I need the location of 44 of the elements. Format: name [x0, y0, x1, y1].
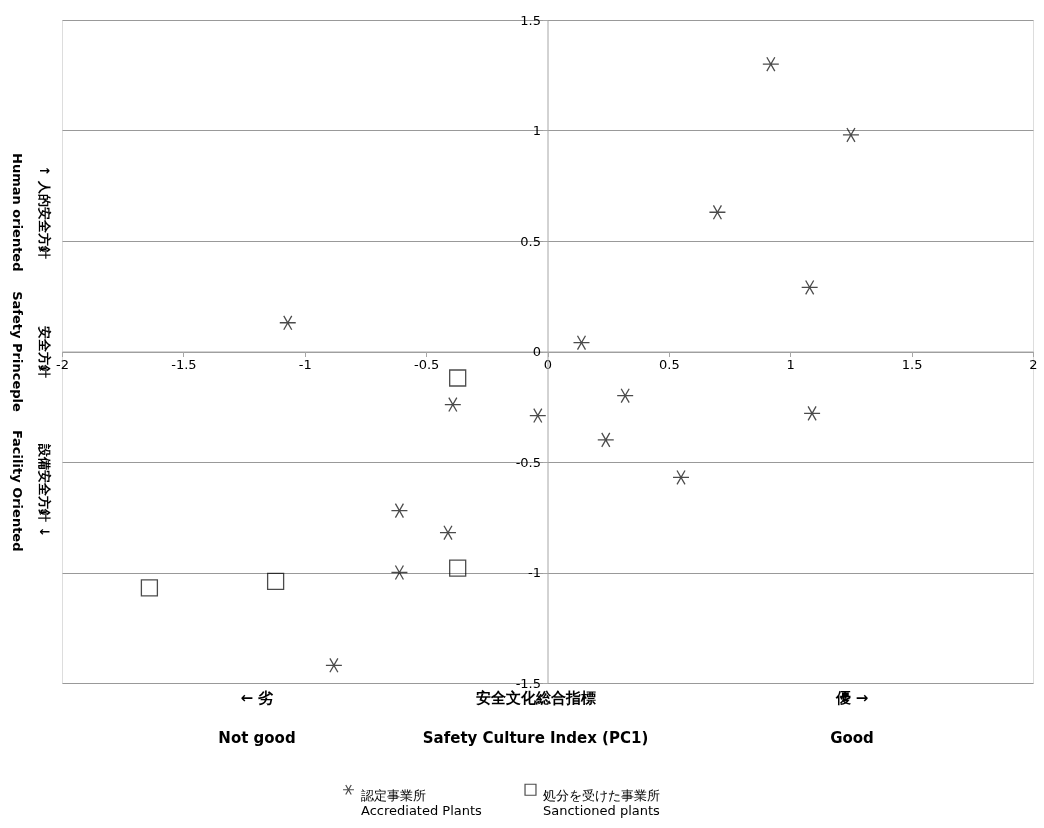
point — [449, 559, 467, 577]
legend-label: 処分を受けた事業所 Sanctioned plants — [543, 787, 661, 818]
point — [439, 525, 457, 541]
x-tick-label: 2 — [1029, 357, 1038, 372]
point — [597, 432, 615, 448]
point — [672, 469, 690, 486]
point — [390, 503, 409, 519]
x-tick-label: 1 — [786, 357, 795, 372]
text: 設備安全方針 ↓ Facility Oriented — [10, 429, 52, 552]
point — [325, 657, 343, 673]
legend-label: 認定事業所 Accrediated Plants — [361, 787, 483, 818]
x-tick-label: -1.5 — [171, 357, 197, 372]
x-tick-label: 0 — [543, 357, 553, 372]
text: 安全文化総合指標 Safety Culture Index (PC1) — [422, 689, 649, 747]
x-tick-label: -2 — [56, 357, 69, 372]
point — [572, 335, 591, 351]
y-tick-label: 1.5 — [520, 12, 541, 28]
y-tick-label: 0.5 — [520, 233, 541, 249]
x-tick-label: 0.5 — [659, 357, 680, 372]
point — [390, 564, 409, 581]
y-tick-label: 0 — [532, 344, 541, 359]
point — [842, 127, 860, 143]
point — [449, 369, 467, 387]
text: 優 → Good — [830, 689, 874, 747]
point — [762, 56, 780, 72]
point — [266, 572, 285, 590]
point — [444, 396, 462, 413]
x-tick-label: 1.5 — [901, 357, 923, 372]
x-tick-label: -1 — [298, 357, 312, 372]
x-tick-label: -0.5 — [413, 357, 440, 372]
y-tick-label: -0.5 — [515, 454, 541, 470]
y-tick-label: 1 — [532, 123, 541, 138]
y-tick-label: -1 — [528, 565, 541, 580]
point — [616, 388, 634, 404]
text: ↑ 人的安全方針 Human oriented — [10, 153, 52, 272]
text: ← 劣 Not good — [218, 689, 296, 747]
y-axis-title: 安全方針 Safety Princeple — [10, 291, 52, 412]
point — [140, 579, 159, 597]
point — [803, 405, 821, 421]
point — [279, 315, 297, 331]
point — [529, 407, 547, 424]
point — [801, 279, 819, 296]
y-tick-label: -1.5 — [515, 675, 541, 691]
point — [708, 204, 727, 220]
